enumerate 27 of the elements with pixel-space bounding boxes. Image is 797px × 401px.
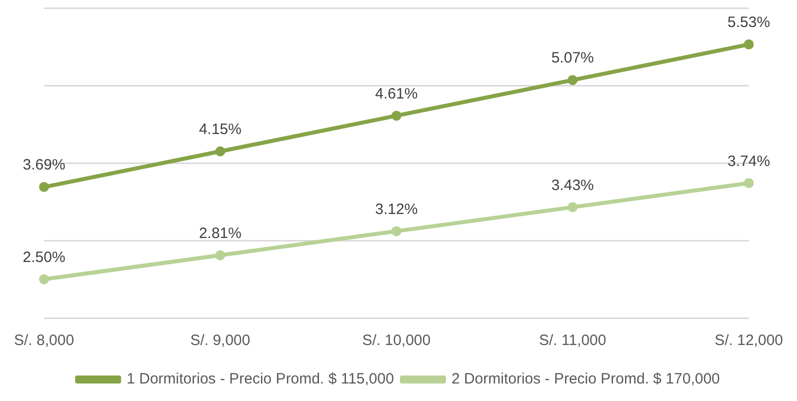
point <box>39 274 50 284</box>
point <box>744 178 754 188</box>
data-label: 3.43% <box>551 176 594 194</box>
point <box>568 202 578 212</box>
data-label: 4.15% <box>198 121 242 138</box>
data-label: 3.74% <box>728 152 770 170</box>
point <box>215 250 226 260</box>
x-tick-label: S/. 10,000 <box>362 332 431 350</box>
point <box>391 226 402 236</box>
x-tick-label: S/. 8,000 <box>14 332 74 350</box>
data-label: 3.69% <box>22 156 66 174</box>
point <box>215 146 226 156</box>
data-label: 2.50% <box>22 248 66 266</box>
data-label: 3.12% <box>375 200 418 218</box>
point <box>744 39 754 50</box>
point <box>568 75 578 86</box>
data-label: 5.53% <box>728 14 770 32</box>
data-label: 2.81% <box>198 224 242 242</box>
x-tick-label: S/. 12,000 <box>714 332 783 350</box>
legend-label: 2 Dormitorios - Precio Promd. $ 170,000 <box>451 370 720 388</box>
point <box>39 182 50 192</box>
point <box>391 110 402 121</box>
legend-label: 1 Dormitorios - Precio Promd. $ 115,000 <box>126 370 394 388</box>
data-label: 5.07% <box>551 50 594 67</box>
x-tick-label: S/. 9,000 <box>190 332 250 350</box>
data-label: 4.61% <box>375 85 418 102</box>
x-tick-label: S/. 11,000 <box>538 332 606 350</box>
